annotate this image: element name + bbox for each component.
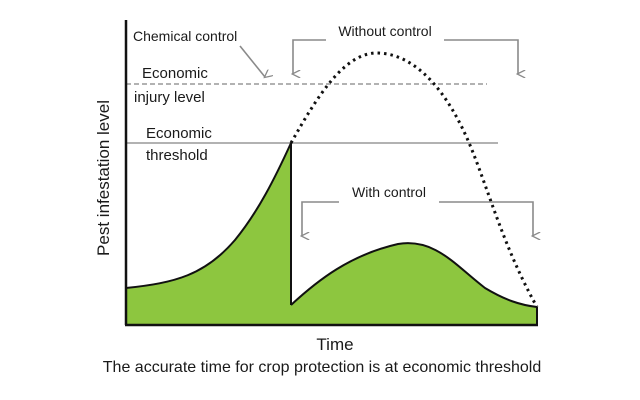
with-control-label: With control: [352, 184, 426, 200]
economic-threshold-label-line2: threshold: [146, 147, 208, 164]
pre-control-curve: [125, 142, 292, 289]
with-control-area: [291, 243, 537, 325]
y-axis-label: Pest infestation level: [94, 100, 113, 256]
economic-threshold-label-line1: Economic: [146, 125, 212, 142]
chemical-control-label: Chemical control: [133, 28, 237, 44]
without-control-curve: [289, 51, 539, 308]
economic-injury-level-label-line2: injury level: [134, 89, 205, 106]
pre-control-area: [126, 143, 291, 305]
with-control-curve: [290, 242, 538, 308]
chemical-control-arrow: [239, 45, 265, 77]
economic-injury-level-label-line1: Economic: [142, 65, 208, 82]
x-axis-label: Time: [316, 335, 353, 354]
without-control-label: Without control: [338, 23, 431, 39]
caption: The accurate time for crop protection is…: [103, 359, 541, 376]
base-fill: [126, 305, 291, 325]
